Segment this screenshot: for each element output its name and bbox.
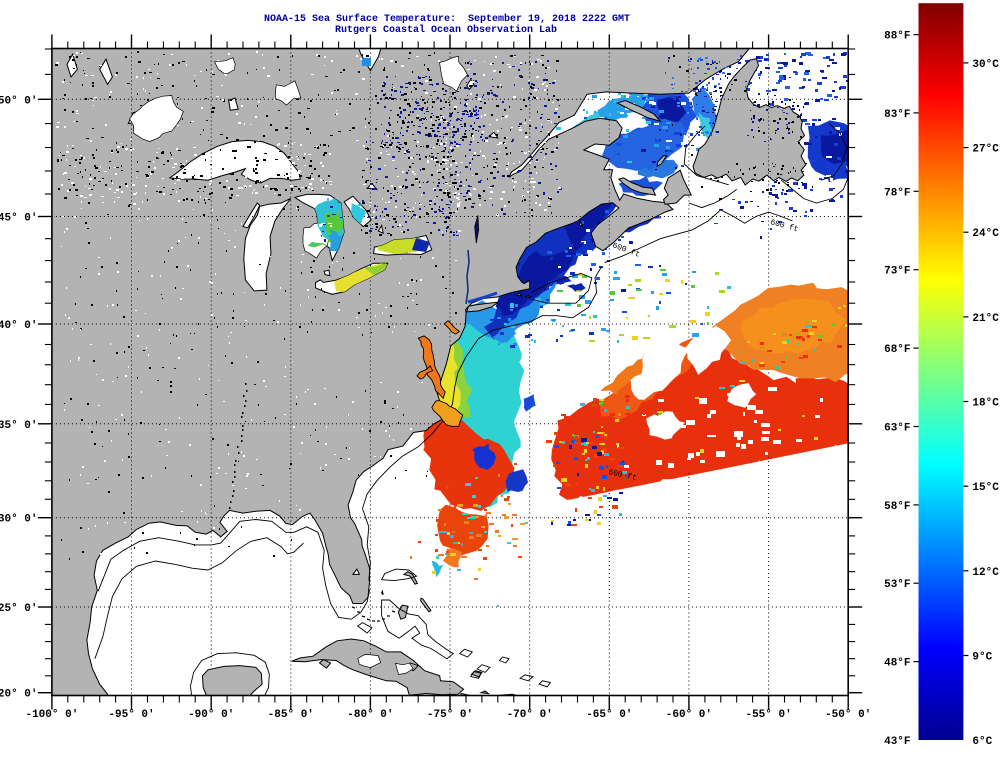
svg-text:45° 0': 45° 0' [0,213,38,225]
svg-text:NOAA-15 Sea Surface Temperatur: NOAA-15 Sea Surface Temperature: Septemb… [264,13,630,25]
svg-text:18°C: 18°C [972,398,999,410]
svg-text:-100° 0': -100° 0' [25,709,78,721]
svg-text:-60° 0': -60° 0' [666,709,712,721]
svg-text:-85° 0': -85° 0' [268,709,314,721]
svg-text:68°F: 68°F [884,344,910,356]
svg-text:30° 0': 30° 0' [0,514,38,526]
svg-text:63°F: 63°F [884,423,910,435]
svg-text:-50° 0': -50° 0' [825,709,871,721]
svg-text:83°F: 83°F [884,109,910,121]
svg-text:53°F: 53°F [884,579,910,591]
svg-text:88°F: 88°F [884,31,910,43]
svg-text:25° 0': 25° 0' [0,603,38,615]
svg-text:-80° 0': -80° 0' [347,709,393,721]
svg-text:50° 0': 50° 0' [0,95,38,107]
svg-text:78°F: 78°F [884,187,910,199]
svg-text:58°F: 58°F [884,501,910,513]
svg-text:9°C: 9°C [972,652,992,664]
svg-text:35° 0': 35° 0' [0,420,38,432]
svg-text:24°C: 24°C [972,228,999,240]
svg-text:43°F: 43°F [884,736,910,748]
svg-text:12°C: 12°C [972,567,999,579]
svg-text:15°C: 15°C [972,482,999,494]
svg-text:48°F: 48°F [884,658,910,670]
svg-text:21°C: 21°C [972,313,999,325]
svg-text:-95° 0': -95° 0' [108,709,154,721]
svg-text:6°C: 6°C [972,736,992,748]
svg-text:40° 0': 40° 0' [0,320,38,332]
svg-text:-55° 0': -55° 0' [745,709,791,721]
svg-text:30°C: 30°C [972,59,999,71]
svg-text:20° 0': 20° 0' [0,689,38,701]
svg-text:-65° 0': -65° 0' [586,709,632,721]
svg-text:-90° 0': -90° 0' [188,709,234,721]
svg-text:-75° 0': -75° 0' [427,709,473,721]
svg-text:Rutgers Coastal Ocean Observat: Rutgers Coastal Ocean Observation Lab [335,24,557,36]
svg-text:73°F: 73°F [884,266,910,278]
svg-text:-70° 0': -70° 0' [507,709,553,721]
svg-text:27°C: 27°C [972,144,999,156]
